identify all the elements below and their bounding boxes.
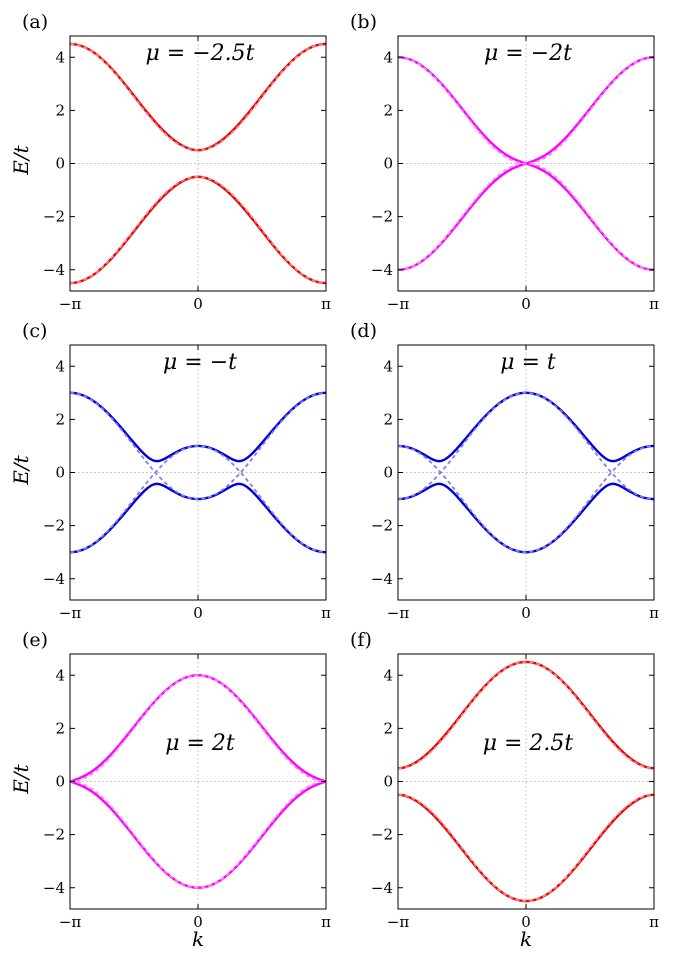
x-tick-label-a: −π — [59, 295, 82, 313]
x-tick-label-e: π — [321, 913, 331, 931]
x-tick-label-b: −π — [387, 295, 410, 313]
x-tick-label-c: 0 — [193, 604, 203, 622]
y-tick-label-e: 4 — [55, 666, 65, 684]
y-tick-label-d: −2 — [371, 517, 393, 535]
panel-a: −4 −2 0 2 4 −π 0 π (a) μ = −2.5t — [22, 11, 331, 313]
y-tick-label-f: 4 — [383, 666, 393, 684]
series-dashed-upper-f — [398, 793, 654, 902]
x-tick-label-c: π — [321, 604, 331, 622]
y-tick-label-c: 4 — [55, 357, 65, 375]
y-tick-label-a: 4 — [55, 48, 65, 66]
x-tick-label-b: 0 — [521, 295, 531, 313]
mu-annotation-e: μ = 2t — [165, 731, 235, 756]
y-tick-label-c: 2 — [55, 410, 65, 428]
y-tick-label-f: −2 — [371, 826, 393, 844]
y-tick-label-b: 2 — [383, 101, 393, 119]
panel-c: −4 −2 0 2 4 −π 0 π (c) μ = −t — [22, 320, 331, 622]
y-tick-label-d: 0 — [383, 464, 393, 482]
series-dashed-lower-a — [70, 175, 326, 284]
y-tick-label-e: 2 — [55, 719, 65, 737]
x-axis-title-col-2: k — [520, 927, 532, 951]
y-tick-label-f: 2 — [383, 719, 393, 737]
y-tick-label-a: 0 — [55, 155, 65, 173]
series-dashed-upper-e — [70, 780, 326, 889]
panel-b: −4 −2 0 2 4 −π 0 π (b) μ = −2t — [350, 11, 659, 313]
y-tick-label-b: 0 — [383, 155, 393, 173]
y-tick-label-f: −4 — [371, 879, 393, 897]
series-solid-upper-d — [398, 391, 654, 463]
x-tick-label-e: −π — [59, 913, 82, 931]
series-dashed-lower-f — [398, 661, 654, 770]
mu-annotation-f: μ = 2.5t — [483, 731, 574, 756]
y-tick-label-a: 2 — [55, 101, 65, 119]
panel-label-a: (a) — [22, 11, 48, 33]
y-tick-label-b: −4 — [371, 261, 393, 279]
y-tick-label-e: −2 — [43, 826, 65, 844]
y-axis-title-row-2: E/t — [9, 454, 33, 485]
x-tick-label-f: π — [649, 913, 659, 931]
y-tick-label-b: 4 — [383, 48, 393, 66]
series-dashed-lower-c — [70, 445, 326, 554]
mu-annotation-a: μ = −2.5t — [146, 41, 255, 66]
panel-label-d: (d) — [350, 320, 377, 342]
y-tick-label-d: 4 — [383, 357, 393, 375]
y-tick-label-e: −4 — [43, 879, 65, 897]
panel-label-f: (f) — [350, 629, 372, 651]
x-tick-label-d: π — [649, 604, 659, 622]
series-dashed-upper-a — [70, 43, 326, 152]
panel-label-b: (b) — [350, 11, 377, 33]
panel-label-e: (e) — [22, 629, 48, 651]
panel-e: −4 −2 0 2 4 −π 0 π (e) μ = 2t — [22, 629, 331, 931]
x-axis-title-col-1: k — [192, 927, 204, 951]
series-dashed-lower-d — [398, 391, 654, 500]
series-dashed-upper-c — [70, 391, 326, 500]
y-tick-label-e: 0 — [55, 773, 65, 791]
x-tick-label-d: 0 — [521, 604, 531, 622]
x-tick-label-a: 0 — [193, 295, 203, 313]
y-axis-title-row-3: E/t — [9, 763, 33, 794]
panel-label-c: (c) — [22, 320, 47, 342]
y-axis-title-row-1: E/t — [9, 144, 33, 175]
mu-annotation-c: μ = −t — [163, 350, 237, 375]
y-tick-label-a: −4 — [43, 261, 65, 279]
x-tick-label-a: π — [321, 295, 331, 313]
x-tick-label-e: 0 — [193, 913, 203, 931]
y-tick-label-a: −2 — [43, 208, 65, 226]
y-tick-label-c: −2 — [43, 517, 65, 535]
mu-annotation-b: μ = −2t — [484, 41, 572, 66]
x-tick-label-c: −π — [59, 604, 82, 622]
mu-annotation-d: μ = t — [500, 350, 556, 375]
y-tick-label-c: 0 — [55, 464, 65, 482]
series-dashed-lower-e — [70, 674, 326, 783]
x-tick-label-d: −π — [387, 604, 410, 622]
panel-d: −4 −2 0 2 4 −π 0 π (d) μ = t — [350, 320, 659, 622]
y-tick-label-f: 0 — [383, 773, 393, 791]
y-tick-label-b: −2 — [371, 208, 393, 226]
y-tick-label-d: 2 — [383, 410, 393, 428]
x-tick-label-b: π — [649, 295, 659, 313]
series-dashed-lower-b — [398, 162, 654, 271]
y-tick-label-d: −4 — [371, 570, 393, 588]
panel-f: −4 −2 0 2 4 −π 0 π (f) μ = 2.5t — [350, 629, 659, 931]
series-solid-upper-c — [70, 391, 326, 463]
x-tick-label-f: −π — [387, 913, 410, 931]
y-tick-label-c: −4 — [43, 570, 65, 588]
x-tick-label-f: 0 — [521, 913, 531, 931]
